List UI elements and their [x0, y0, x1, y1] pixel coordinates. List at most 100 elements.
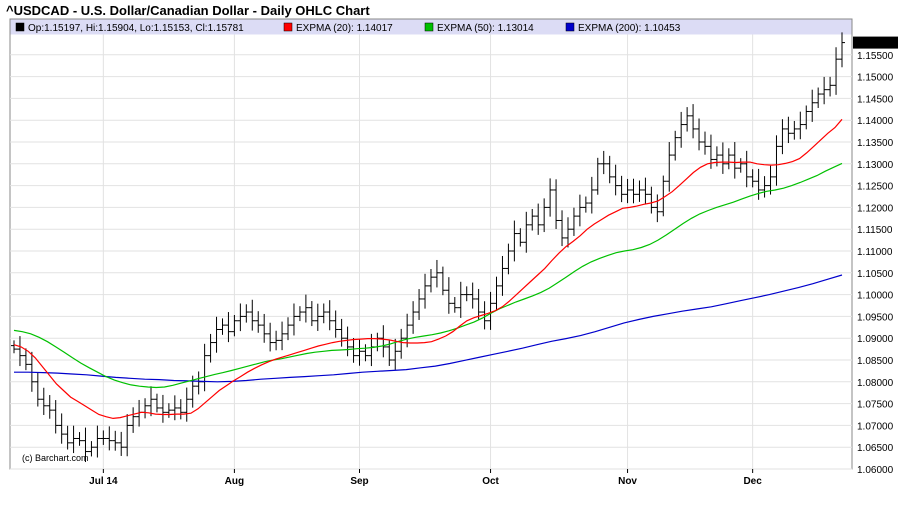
y-tick-label: 1.13500 [857, 138, 894, 149]
ohlc-bar [785, 116, 792, 144]
ema20-line [13, 118, 843, 420]
ohlc-bar [666, 142, 673, 192]
chart-title: ^USDCAD - U.S. Dollar/Canadian Dollar - … [6, 3, 370, 18]
ohlc-bar [731, 142, 738, 179]
legend-ema20: EXPMA (20): 1.14017 [296, 23, 393, 34]
ohlc-bar [630, 178, 637, 204]
ohlc-bar [505, 243, 512, 275]
y-tick-label: 1.08500 [857, 356, 894, 367]
ohlc-bar [815, 87, 822, 108]
ohlc-bar [398, 328, 405, 359]
ohlc-bar [64, 425, 71, 450]
ohlc-bar [231, 314, 238, 337]
ohlc-bar [183, 387, 190, 422]
last-price-label: 1.15781 [856, 39, 893, 50]
ohlc-bar [273, 330, 280, 351]
ohlc-bar [493, 276, 500, 311]
ohlc-bar [779, 119, 786, 155]
ohlc-bar [404, 313, 411, 348]
ohlc-bar [696, 118, 703, 151]
ohlc-bar [821, 76, 828, 105]
x-tick-label: Dec [743, 476, 762, 487]
y-tick-label: 1.11500 [857, 225, 893, 236]
ohlc-bar [380, 325, 387, 358]
ohlc-bar [755, 168, 762, 200]
ohlc-bar [225, 312, 232, 343]
ohlc-bar [433, 259, 440, 288]
ohlc-bar [165, 403, 172, 418]
ohlc-bar [70, 425, 77, 454]
last-price-badge [853, 36, 898, 49]
copyright: (c) Barchart.com [22, 453, 89, 463]
y-tick-label: 1.11000 [857, 247, 893, 258]
ohlc-bar [600, 150, 607, 175]
ohlc-bar [713, 146, 720, 167]
x-tick-label: Nov [618, 476, 637, 487]
ohlc-bar [34, 372, 41, 407]
ohlc-bar [439, 266, 446, 296]
ohlc-bar [392, 338, 399, 370]
ohlc-bar [106, 426, 113, 451]
legend: Op:1.15197, Hi:1.15904, Lo:1.15153, Cl:1… [15, 22, 681, 34]
ohlc-bar [427, 269, 434, 293]
ohlc-bar [839, 32, 845, 68]
ohlc-bar [618, 175, 625, 203]
y-tick-label: 1.13000 [857, 160, 894, 171]
ohlc-bar [410, 301, 417, 334]
ohlc-bar [445, 277, 452, 314]
ohlc-bar [517, 228, 524, 247]
ohlc-bar [124, 414, 131, 457]
ohlc-bar [684, 107, 691, 132]
y-tick-label: 1.07500 [857, 400, 894, 411]
ohlc-bar [302, 294, 309, 323]
ohlc-bar [332, 310, 339, 338]
y-tick-label: 1.09500 [857, 312, 894, 323]
ohlc-bar [153, 393, 160, 413]
ohlc-bar [219, 318, 226, 335]
ohlc-bar [570, 207, 577, 236]
ohlc-bar [457, 281, 464, 318]
ohlc-bar [40, 387, 47, 415]
ohlc-bar [249, 299, 256, 331]
ohlc-bar [171, 395, 178, 421]
ohlc-bar [11, 340, 17, 354]
ohlc-bar [16, 336, 23, 367]
legend-ema200: EXPMA (200): 1.10453 [578, 23, 681, 34]
ema50-line [13, 162, 843, 389]
ohlc-bar [22, 348, 29, 371]
ohlc-bar [243, 304, 250, 323]
y-tick-label: 1.10000 [857, 291, 894, 302]
ohlc-bar [326, 300, 333, 331]
y-tick-label: 1.07000 [857, 421, 894, 432]
ohlc-bar [314, 303, 321, 331]
ohlc-bar [177, 399, 184, 420]
legend-swatch-ema200 [565, 22, 575, 32]
y-tick-label: 1.06000 [857, 465, 894, 476]
ohlc-bar [791, 120, 798, 140]
ohlc-bar [541, 198, 548, 233]
ohlc-bar [58, 413, 65, 444]
ohlc-bar [130, 407, 137, 433]
x-tick-label: Jul 14 [89, 476, 118, 487]
y-tick-label: 1.12500 [857, 182, 894, 193]
ohlc-bar [463, 286, 470, 302]
ohlc-bar [767, 165, 774, 195]
y-tick-label: 1.15000 [857, 73, 894, 84]
ohlc-bar [255, 311, 262, 333]
ohlc-bar [833, 47, 840, 95]
ohlc-bar [588, 176, 595, 214]
ohlc-bar [624, 178, 631, 204]
ohlc-bar [701, 131, 708, 155]
series-layer [11, 32, 845, 463]
ohlc-bar [725, 148, 732, 170]
ohlc-bar [94, 425, 101, 458]
ohlc-bar [648, 186, 655, 214]
ohlc-bar [553, 179, 560, 229]
ohlc-bar [356, 338, 363, 366]
ohlc-bar [308, 301, 315, 327]
ohlc-bar [213, 316, 220, 353]
ohlc-bar [672, 130, 679, 161]
ohlc-bar [451, 297, 458, 313]
ohlc-bar [749, 169, 756, 188]
legend-swatch-ema20 [283, 22, 293, 32]
